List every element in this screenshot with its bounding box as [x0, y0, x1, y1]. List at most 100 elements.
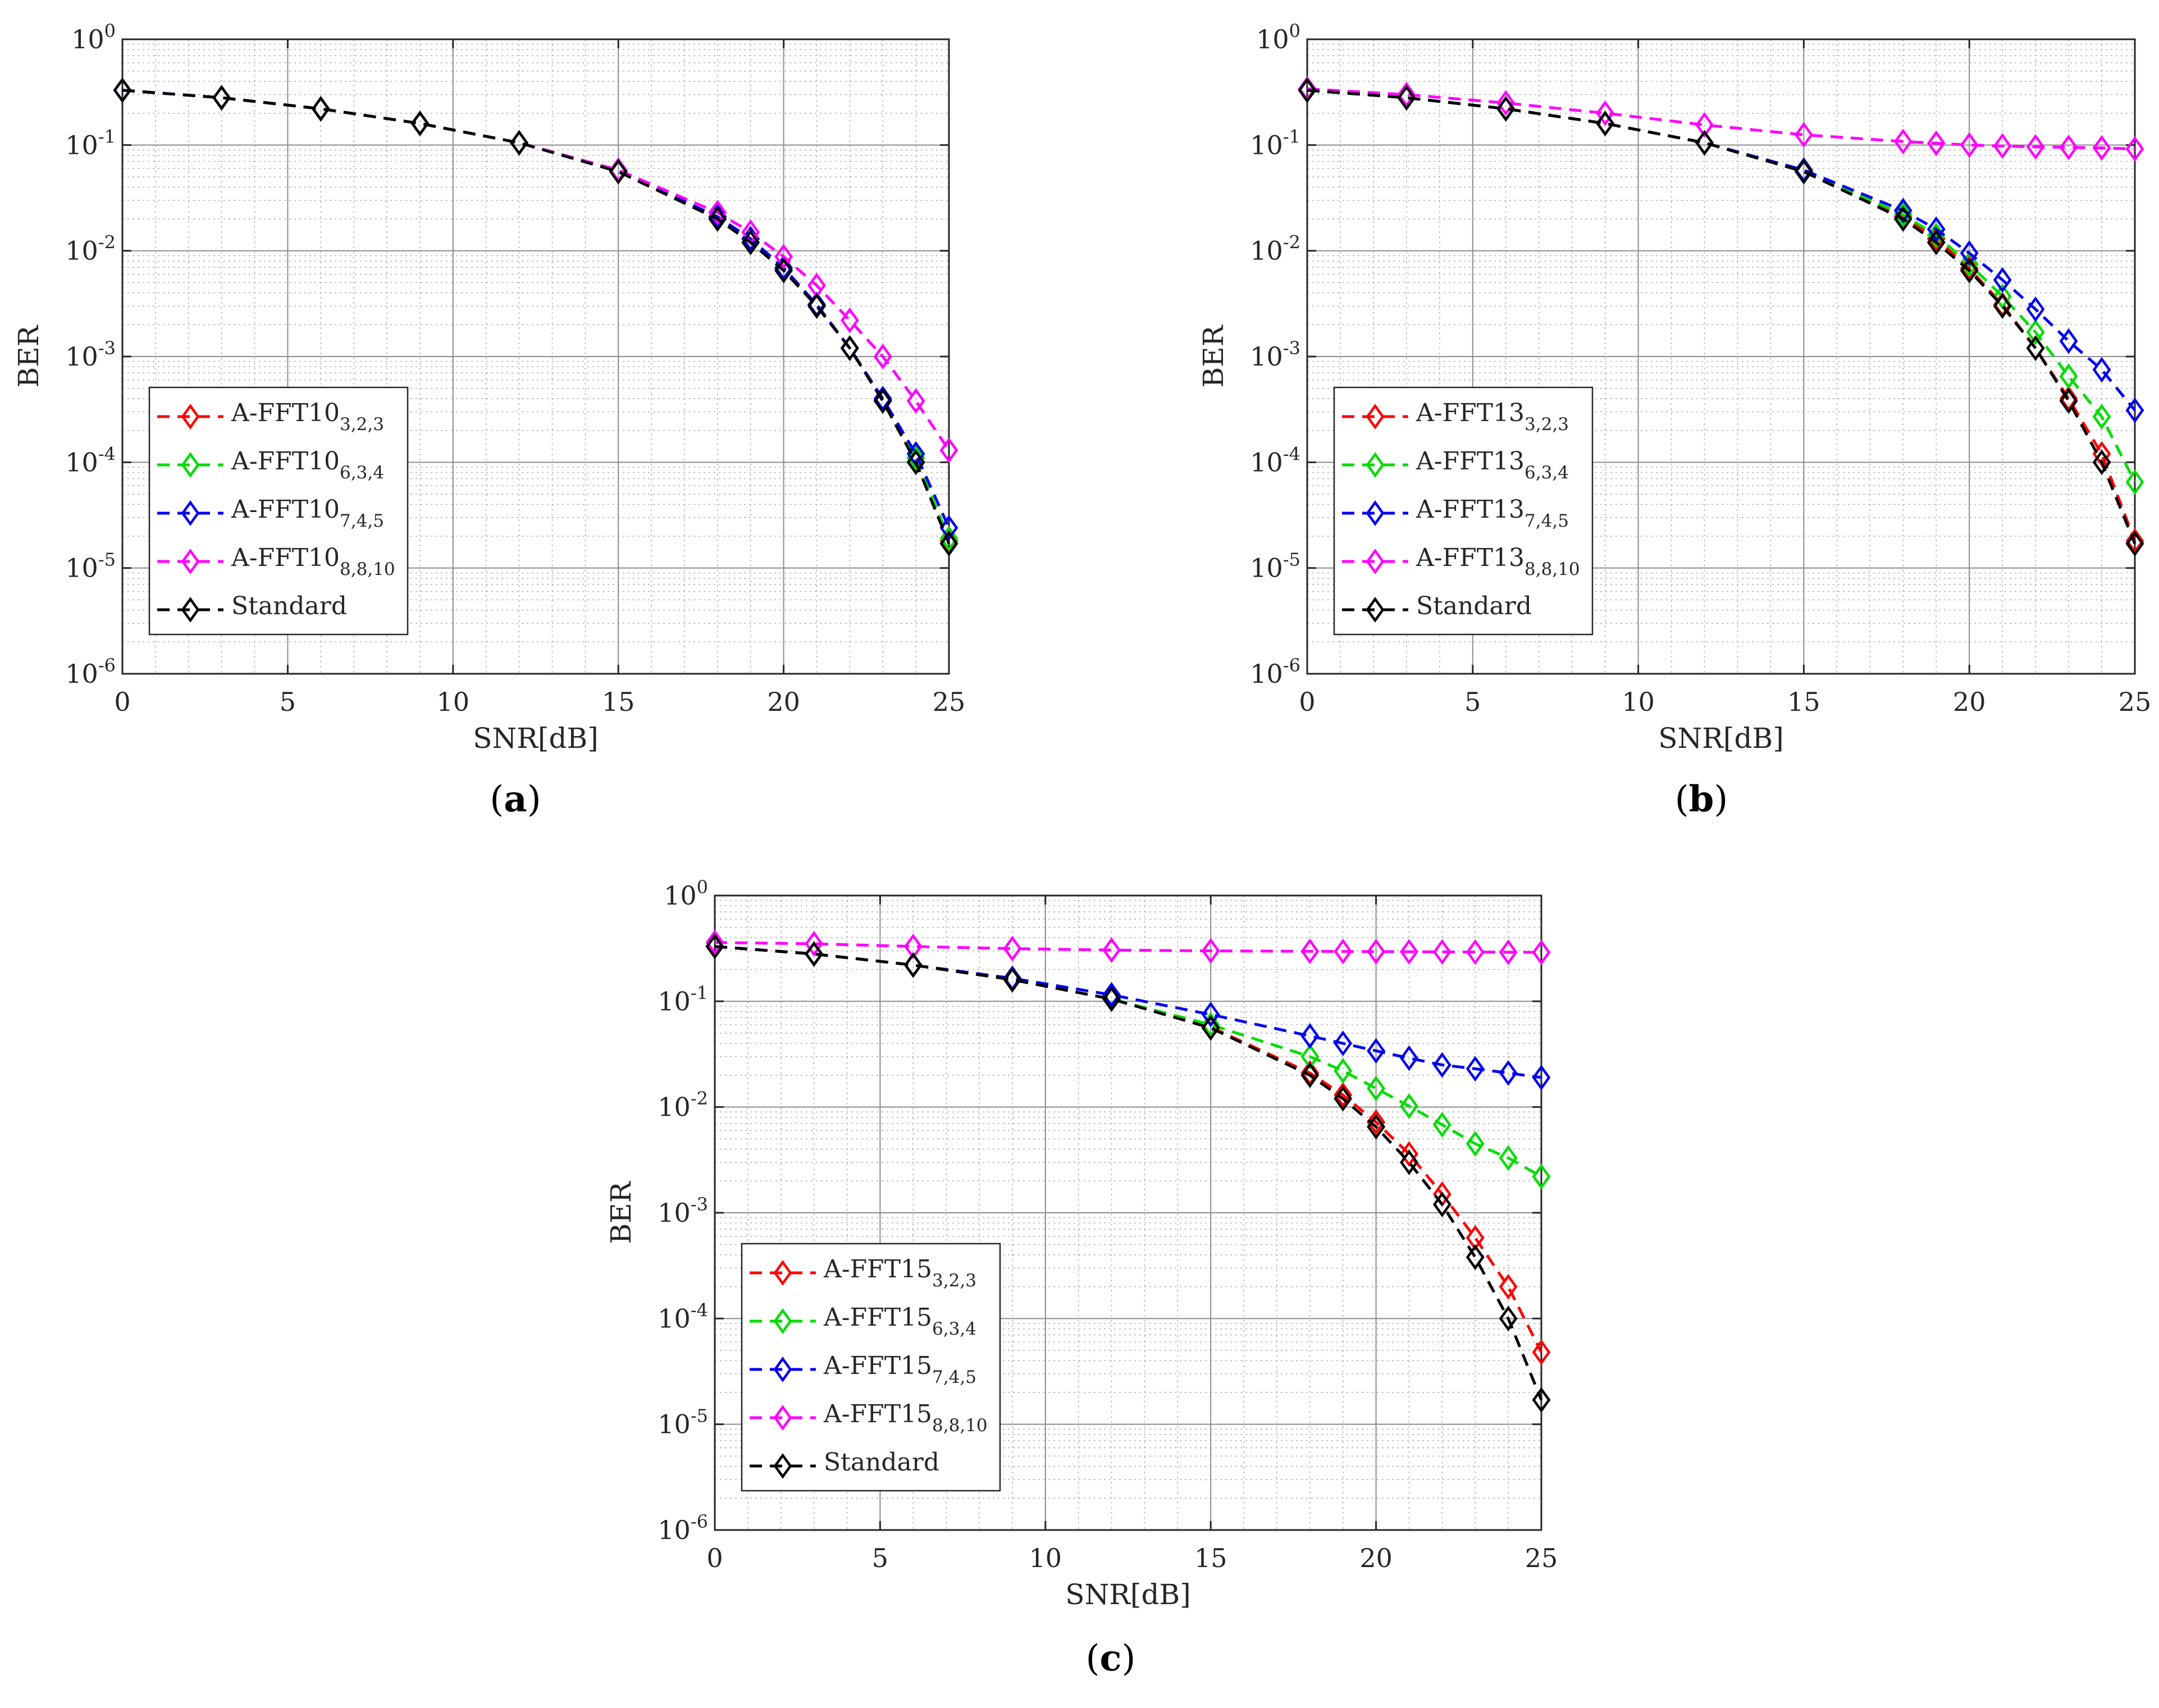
- data-point: [1960, 240, 1979, 266]
- data-point: [741, 229, 760, 255]
- data-point: [410, 111, 430, 136]
- data-point: [1397, 85, 1416, 111]
- series-line: [122, 89, 951, 545]
- legend-label-subscript: 8,8,10: [340, 559, 395, 579]
- y-tick-base: 10: [664, 880, 697, 911]
- legend-item: A-FFT103,2,3: [157, 399, 384, 435]
- data-point: [510, 130, 529, 156]
- y-tick-exponent: 0: [104, 20, 116, 42]
- data-point: [311, 95, 330, 122]
- y-tick-base: 10: [71, 24, 104, 54]
- legend-label: A-FFT157,4,5: [823, 1351, 976, 1387]
- legend-box: [148, 386, 409, 636]
- data-point: [1496, 90, 1516, 116]
- legend-marker: [181, 549, 200, 574]
- series-4: [705, 929, 1551, 966]
- y-tick-exponent: -4: [98, 443, 116, 464]
- caption-letter: a: [504, 778, 527, 820]
- data-point: [1532, 939, 1551, 966]
- data-point: [113, 77, 132, 103]
- data-point: [1298, 77, 1317, 103]
- data-point: [1432, 1052, 1451, 1078]
- x-tick-label: 20: [1359, 1543, 1393, 1573]
- y-tick-base: 10: [65, 341, 98, 372]
- caption-paren: (: [1675, 779, 1689, 820]
- x-tick-label: 10: [1029, 1543, 1062, 1573]
- y-tick-exponent: -3: [98, 337, 116, 359]
- data-point: [1201, 938, 1220, 964]
- panel-caption: (a): [490, 778, 541, 820]
- data-point: [1499, 1060, 1518, 1086]
- legend-marker: [773, 1453, 792, 1479]
- data-point: [1102, 982, 1121, 1008]
- legend-item: A-FFT136,3,4: [1342, 447, 1569, 483]
- data-point: [1532, 1339, 1551, 1366]
- data-point: [2125, 528, 2144, 554]
- y-tick-base: 10: [65, 553, 98, 583]
- y-tick-base: 10: [658, 1198, 691, 1228]
- legend-label: A-FFT103,2,3: [231, 399, 384, 435]
- data-point: [2092, 135, 2111, 161]
- data-point: [1400, 1045, 1418, 1071]
- y-tick-base: 10: [1250, 341, 1283, 372]
- y-tick-exponent: -3: [1283, 337, 1300, 359]
- y-tick-exponent: -1: [1283, 126, 1300, 147]
- data-point: [2125, 397, 2144, 423]
- data-point: [1334, 1058, 1353, 1084]
- x-tick-label: 15: [1194, 1543, 1227, 1573]
- y-tick-label: 10-2: [1250, 232, 1300, 266]
- data-point: [1927, 229, 1946, 255]
- legend-label-name: A-FFT15: [823, 1303, 932, 1332]
- data-point: [1499, 1145, 1518, 1171]
- panel-caption: (c): [1086, 1637, 1136, 1679]
- y-axis-label: BER: [1197, 325, 1230, 387]
- series-line: [714, 945, 1543, 1401]
- data-point: [2125, 531, 2144, 557]
- y-tick-label: 10-5: [65, 549, 116, 583]
- y-tick-label: 100: [664, 876, 708, 911]
- legend-item: A-FFT107,4,5: [157, 495, 384, 531]
- y-tick-base: 10: [658, 1515, 691, 1545]
- chart-panel-a: 0 5 10 15 20 2510010-110-210-310-410-510-6SNR…: [12, 20, 965, 820]
- data-point: [1927, 216, 1946, 243]
- data-point: [1960, 258, 1979, 284]
- panel-caption: (b): [1675, 778, 1728, 820]
- y-tick-exponent: -2: [691, 1088, 708, 1109]
- data-point: [2059, 363, 2078, 390]
- legend-box: [741, 1243, 1001, 1492]
- y-tick-label: 10-5: [1250, 549, 1300, 583]
- legend-item: Standard: [157, 592, 347, 623]
- series-4: [1298, 76, 2144, 162]
- y-tick-label: 10-4: [65, 443, 116, 477]
- legend-marker: [773, 1357, 792, 1382]
- data-point: [1201, 1012, 1220, 1038]
- data-point: [1367, 1075, 1386, 1102]
- legend-label-subscript: 7,4,5: [1524, 511, 1569, 531]
- data-point: [1496, 95, 1516, 122]
- data-point: [1466, 1056, 1485, 1082]
- caption-paren: ): [1714, 779, 1728, 820]
- data-point: [1927, 226, 1946, 252]
- data-point: [2125, 136, 2144, 162]
- legend-marker: [773, 1260, 792, 1286]
- data-point: [1102, 937, 1121, 963]
- y-tick-exponent: -5: [1283, 549, 1300, 570]
- legend-label: A-FFT158,8,10: [823, 1400, 988, 1436]
- data-point: [903, 933, 923, 960]
- data-point: [1794, 158, 1813, 185]
- legend-item: A-FFT157,4,5: [750, 1351, 976, 1387]
- legend-label: Standard: [231, 592, 347, 620]
- y-tick-exponent: -1: [98, 126, 116, 147]
- y-tick-base: 10: [65, 447, 98, 477]
- x-tick-label: 0: [706, 1543, 723, 1573]
- y-tick-label: 10-1: [658, 982, 708, 1016]
- data-point: [1367, 1109, 1386, 1135]
- legend-item: A-FFT138,8,10: [1342, 544, 1580, 579]
- data-point: [1367, 1114, 1386, 1140]
- data-point: [939, 515, 958, 541]
- data-point: [1300, 1043, 1320, 1070]
- series-line: [1307, 89, 2137, 545]
- data-point: [805, 941, 824, 967]
- series-5: [113, 77, 958, 557]
